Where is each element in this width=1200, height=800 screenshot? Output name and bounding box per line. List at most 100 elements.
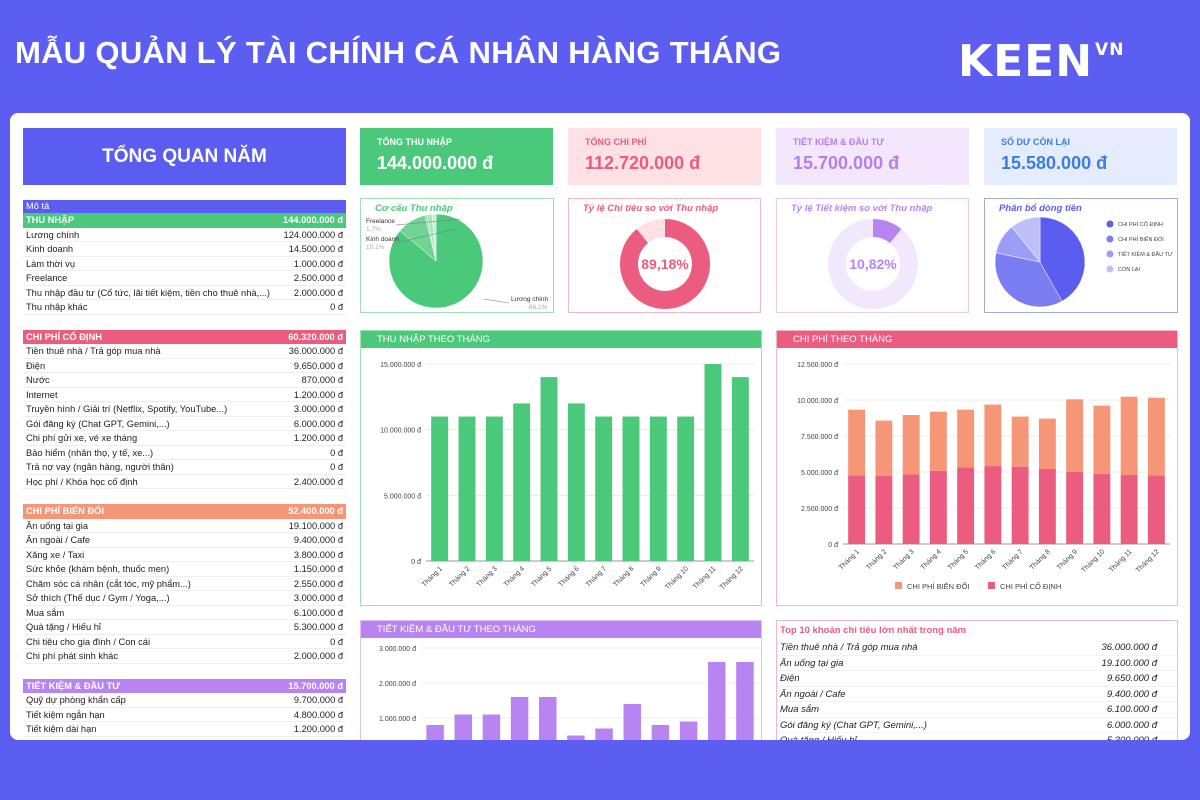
bar: [875, 476, 893, 544]
y-tick-label: 0 đ: [828, 542, 838, 549]
chart-title: THU NHẬP THEO THÁNG: [361, 331, 761, 348]
pie-label: Kinh doanh: [366, 236, 399, 243]
table-row: Ăn uống tại gia 19.100.000 đ: [23, 519, 346, 533]
expense-ratio-chart: Tỷ lệ Chi tiêu so với Thu nhập 89,18%: [568, 198, 761, 313]
row-value: 1.200.000 đ: [293, 433, 343, 443]
overview-banner: TỔNG QUAN NĂM: [23, 128, 346, 185]
row-value: 36.000.000 đ: [288, 346, 343, 356]
kpi-value: 15.580.000 đ: [1001, 153, 1108, 173]
pie-slice: [1011, 216, 1041, 263]
pie-leader: [482, 298, 510, 304]
table-row: Trả nợ vay (ngân hàng, người thân) 0 đ: [23, 460, 346, 475]
chart-title: CHI PHÍ THEO THÁNG: [777, 331, 1177, 348]
bar: [679, 721, 698, 740]
section-header: CHI PHÍ CỐ ĐỊNH 60.320.000 đ: [23, 329, 346, 344]
x-tick-label: Tháng 4: [503, 565, 526, 588]
y-tick-label: 1.000.000 đ: [379, 716, 416, 723]
bar: [510, 697, 529, 740]
row-label: Ăn uống tại gia: [26, 520, 89, 531]
pie-label: Freelance: [366, 218, 395, 225]
top10-title: Top 10 khoản chi tiêu lớn nhất trong năm: [780, 625, 967, 636]
row-label: Làm thời vụ: [26, 258, 75, 269]
pie-slice: [1039, 216, 1086, 302]
bar: [957, 409, 975, 468]
kpi-label: SỐ DƯ CÒN LẠI: [1001, 137, 1070, 147]
donut-value-arc: [872, 219, 902, 244]
table-section: TIẾT KIỆM & ĐẦU TƯ 15.700.000 đ Quỹ dự phò…: [23, 678, 346, 737]
row-value: 0 đ: [330, 636, 343, 647]
y-tick-label: 2.000.000 đ: [379, 681, 416, 688]
row-value: 0 đ: [330, 462, 343, 472]
bar: [595, 416, 613, 561]
row-label: Quà tặng / Hiếu hỉ: [26, 622, 101, 632]
row-label: Gói đăng ký (Chat GPT, Gemini,...): [26, 418, 170, 429]
legend-label: CHI PHÍ CỐ ĐỊNH: [1118, 221, 1163, 228]
top10-row: Tiền thuê nhà / Trả góp mua nhà 36.000.00…: [777, 640, 1177, 656]
bar: [708, 662, 726, 740]
x-tick-label: Tháng 6: [558, 565, 581, 588]
saving-monthly-chart: TIẾT KIỆM & ĐẦU TƯ THEO THÁNG 0 đ 1.000.0…: [360, 620, 762, 740]
x-tick-label: Tháng 10: [664, 565, 690, 591]
bar: [731, 377, 749, 561]
bar: [540, 377, 558, 561]
top10-row: Ăn ngoài / Cafe 9.400.000 đ: [777, 687, 1177, 702]
top10-row: Gói đăng ký (Chat GPT, Gemini,...) 6.000.…: [777, 718, 1177, 733]
row-label: Internet: [26, 389, 58, 400]
table-section: CHI PHÍ BIẾN ĐỔI 52.400.000 đ Ăn uống tại …: [23, 504, 346, 664]
x-tick-label: Tháng 11: [692, 565, 718, 591]
row-label: Freelance: [26, 273, 68, 283]
row-value: 6.100.000 đ: [1106, 704, 1157, 715]
row-value: 4.800.000 đ: [293, 709, 343, 720]
y-tick-label: 15.000.000 đ: [380, 362, 421, 369]
table-row: Xăng xe / Taxi 3.800.000 đ: [23, 548, 346, 562]
top10-row: Điện 9.650.000 đ: [777, 671, 1177, 687]
row-label: Điện: [780, 673, 800, 684]
row-label: Điện: [26, 360, 46, 371]
x-tick-label: Tháng 3: [476, 565, 499, 588]
table-row: Chi tiêu cho gia đình / Con cái 0 đ: [23, 635, 346, 649]
bar: [984, 466, 1002, 544]
row-label: Thu nhập khác: [26, 302, 88, 312]
row-label: Bảo hiểm (nhân thọ, y tế, xe...): [26, 447, 154, 458]
bar: [622, 416, 640, 561]
y-tick-label: 10.000.000 đ: [380, 428, 421, 435]
row-value: 9.400.000 đ: [1106, 688, 1157, 700]
row-label: Chăm sóc cá nhân (cắt tóc, mỹ phẩm...): [26, 578, 191, 589]
pie-leader: [395, 218, 462, 226]
x-tick-label: Tháng 7: [585, 565, 608, 588]
income-structure-chart: Cơ cấu Thu nhập Lương chính 86,1% Kinh doa…: [360, 198, 554, 313]
table-row: Quà tặng / Hiếu hỉ 5.300.000 đ: [23, 620, 346, 635]
pie-pct: 86,1%: [529, 304, 548, 311]
y-tick-label: 10.000.000 đ: [797, 398, 838, 405]
pie-leader: [395, 228, 457, 244]
bar: [454, 714, 472, 740]
table-row: Thu nhập đầu tư (Cổ tức, lãi tiết kiệm, …: [23, 286, 346, 300]
table-section: THU NHẬP 144.000.000 đ Lương chính 124.000.…: [23, 213, 346, 315]
bar: [1011, 466, 1029, 544]
kpi-label: TỔNG THU NHẬP: [377, 137, 452, 147]
table-row: Internet 1.200.000 đ: [23, 388, 346, 402]
y-tick-label: 12.500.000 đ: [797, 362, 838, 369]
legend-label: CHI PHÍ CỐ ĐỊNH: [1000, 581, 1061, 591]
summary-table: Mô tả THU NHẬP 144.000.000 đ Lương chính 12…: [23, 200, 346, 740]
legend-swatch: [1106, 265, 1114, 273]
expense-monthly-chart: CHI PHÍ THEO THÁNG 0 đ 2.500.000 đ 5.000.0…: [776, 330, 1178, 606]
legend-swatch: [988, 582, 995, 589]
row-value: 36.000.000 đ: [1101, 642, 1157, 653]
logo-sup: VN: [1095, 40, 1125, 60]
bar: [1093, 405, 1111, 474]
bar: [567, 735, 585, 740]
table-row: Chi phí phát sinh khác 2.000.000 đ: [23, 649, 346, 664]
x-tick-label: Tháng 12: [719, 565, 745, 591]
row-value: 2.400.000 đ: [293, 476, 343, 487]
section-header: THU NHẬP 144.000.000 đ: [23, 213, 346, 228]
table-row: Làm thời vụ 1.000.000 đ: [23, 257, 346, 271]
kpi-label: TỔNG CHI PHÍ: [585, 137, 647, 147]
row-label: Chi phí gửi xe, vé xe tháng: [26, 433, 138, 443]
table-row: Gói đăng ký (Chat GPT, Gemini,...) 6.000.…: [23, 417, 346, 431]
page-title: MẪU QUẢN LÝ TÀI CHÍNH CÁ NHÂN HÀNG THÁNG: [15, 35, 782, 70]
table-row: Sức khỏe (khám bệnh, thuốc men) 1.150.000…: [23, 562, 346, 577]
kpi-label: TIẾT KIỆM & ĐẦU TƯ: [793, 137, 884, 147]
bar: [957, 467, 975, 544]
bar: [902, 474, 920, 544]
